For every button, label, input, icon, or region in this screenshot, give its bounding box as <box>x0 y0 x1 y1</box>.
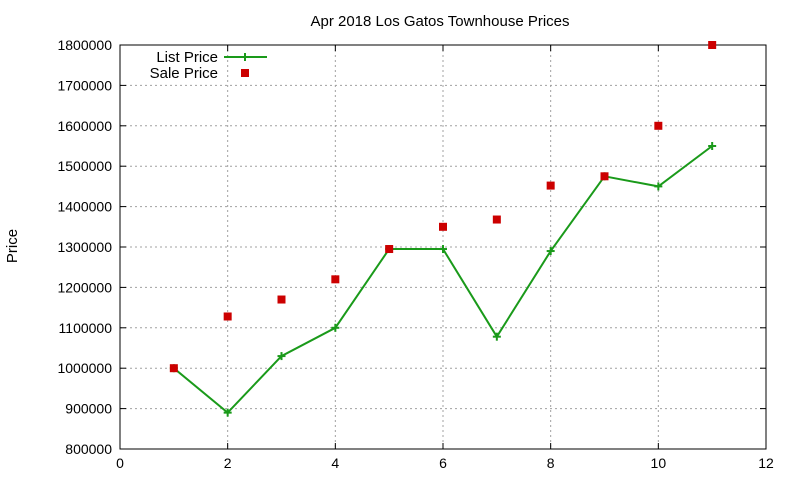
series-sale-price <box>169 41 717 373</box>
y-tick-label: 1700000 <box>57 77 112 93</box>
y-tick-label: 900000 <box>65 401 112 417</box>
data-point-list-price <box>331 323 340 332</box>
y-tick-label: 1400000 <box>57 199 112 215</box>
legend-marker <box>241 69 249 77</box>
x-tick-label: 4 <box>331 455 339 471</box>
data-point-sale-price <box>277 295 286 304</box>
y-tick-label: 1800000 <box>57 37 112 53</box>
y-axis-label: Price <box>4 229 21 263</box>
data-point-list-price <box>223 408 232 417</box>
data-point-sale-price <box>439 222 447 231</box>
legend-item-list-price: List Price <box>156 49 267 66</box>
y-tick-label: 1000000 <box>57 360 112 376</box>
y-tick-label: 1300000 <box>57 239 112 255</box>
axes: 0 2 4 6 8 10 12 800000 900000 1000000 1100000 12000… <box>57 37 774 471</box>
legend-label: List Price <box>156 49 218 66</box>
series <box>169 41 717 417</box>
legend-label: Sale Price <box>150 65 218 82</box>
y-tick-label: 800000 <box>65 441 112 457</box>
data-point-sale-price <box>654 121 663 130</box>
data-point-sale-price <box>223 312 232 321</box>
x-tick-label: 8 <box>547 455 555 471</box>
data-point-list-price <box>439 245 447 254</box>
y-tick-label: 1200000 <box>57 279 112 295</box>
data-point-list-price <box>654 182 663 191</box>
x-tick-label: 2 <box>224 455 232 471</box>
data-point-list-price <box>492 332 501 341</box>
y-tick-label: 1100000 <box>59 320 113 336</box>
x-tick-label: 6 <box>439 455 447 471</box>
data-point-list-price <box>277 352 286 361</box>
data-point-sale-price <box>546 181 555 190</box>
chart-title: Apr 2018 Los Gatos Townhouse Prices <box>310 13 569 30</box>
y-tick-label: 1500000 <box>57 158 112 174</box>
data-point-sale-price <box>492 215 501 224</box>
data-point-sale-price <box>708 41 717 49</box>
data-point-sale-price <box>600 172 609 181</box>
x-tick-label: 0 <box>116 455 124 471</box>
data-point-sale-price <box>331 275 340 284</box>
data-point-sale-price <box>169 364 178 373</box>
x-tick-label: 10 <box>651 455 667 471</box>
data-point-list-price <box>546 247 555 256</box>
y-tick-label: 1600000 <box>57 118 112 134</box>
data-point-list-price <box>708 142 717 150</box>
data-point-sale-price <box>385 245 394 254</box>
legend-marker <box>241 53 249 61</box>
x-tick-label: 12 <box>758 455 774 471</box>
legend-item-sale-price: Sale Price <box>150 65 249 82</box>
